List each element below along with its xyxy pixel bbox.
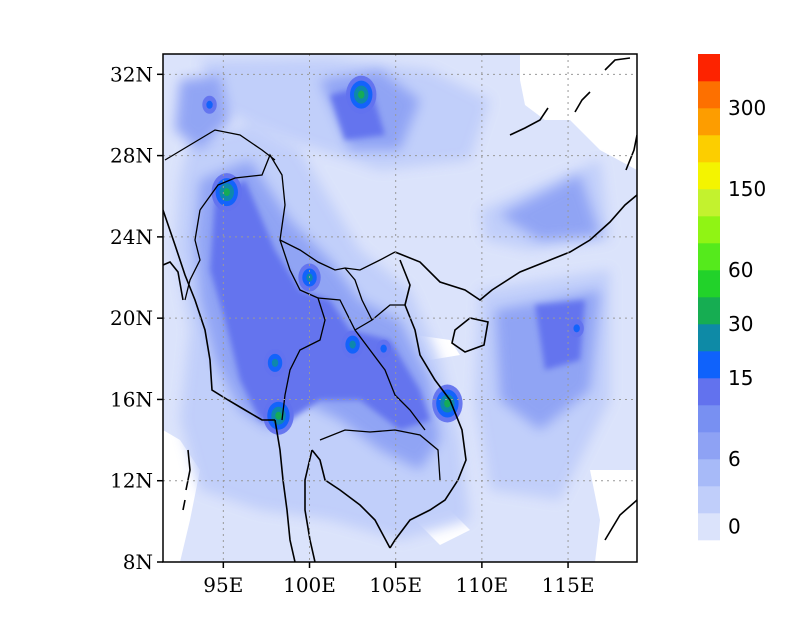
precip-hotspot <box>341 330 364 359</box>
colorbar-swatch <box>698 405 720 433</box>
colorbar-label: 60 <box>728 258 753 282</box>
lat-tick-label: 8N <box>123 550 153 574</box>
colorbar-swatch <box>698 108 720 136</box>
colorbar-swatch <box>698 189 720 217</box>
precip-hotspot <box>432 384 463 423</box>
colorbar-swatch <box>698 432 720 460</box>
colorbar-swatch <box>698 378 720 406</box>
lon-tick-label: 95E <box>203 573 243 597</box>
no-data-area <box>590 470 637 562</box>
colorbar-swatch <box>698 162 720 190</box>
precip-hotspot <box>263 348 287 377</box>
lat-tick-label: 28N <box>110 144 153 168</box>
colorbar-swatch <box>698 135 720 163</box>
colorbar-swatch <box>698 513 720 541</box>
graticule <box>163 54 637 562</box>
no-data-area <box>163 430 200 562</box>
precip-hotspot <box>346 75 377 114</box>
lat-tick-label: 20N <box>110 306 153 330</box>
colorbar-label: 0 <box>728 515 741 539</box>
lon-tick-label: 110E <box>455 573 508 597</box>
colorbar-swatch <box>698 324 720 352</box>
colorbar-label: 30 <box>728 312 753 336</box>
colorbar-swatch <box>698 81 720 109</box>
lat-tick-label: 24N <box>110 225 153 249</box>
colorbar-label: 300 <box>728 96 766 120</box>
lon-tick-label: 105E <box>369 573 422 597</box>
no-data-area <box>520 54 637 170</box>
lat-tick-label: 32N <box>110 62 153 86</box>
colorbar-swatch <box>698 486 720 514</box>
country-borders <box>164 129 441 481</box>
longitude-axis: 95E 100E 105E 110E 115E <box>203 562 594 597</box>
colorbar-swatch <box>698 243 720 271</box>
lon-tick-label: 115E <box>542 573 595 597</box>
lon-tick-label: 100E <box>283 573 336 597</box>
colorbar: 0 6 15 30 60 150 300 <box>698 54 766 541</box>
precip-hotspot <box>376 339 391 358</box>
precip-hotspot <box>263 396 294 435</box>
hotspot-layer <box>202 75 584 435</box>
map-frame <box>162 53 638 563</box>
colorbar-swatch <box>698 270 720 298</box>
precip-hotspot <box>211 173 242 212</box>
map-plot-area <box>162 53 638 563</box>
colorbar-swatch <box>698 297 720 325</box>
colorbar-swatch <box>698 216 720 244</box>
lat-tick-label: 12N <box>110 469 153 493</box>
colorbar-swatch <box>698 351 720 379</box>
colorbar-label: 6 <box>728 447 741 471</box>
colorbar-label: 15 <box>728 366 753 390</box>
contour-field <box>163 54 637 562</box>
lat-tick-label: 16N <box>110 387 153 411</box>
colorbar-swatch <box>698 54 720 82</box>
colorbar-swatch <box>698 459 720 487</box>
latitude-axis: 8N 12N 16N 20N 24N 28N 32N <box>110 62 163 574</box>
colorbar-label: 150 <box>728 177 766 201</box>
precip-hotspot <box>569 319 584 338</box>
precip-hotspot <box>202 95 217 114</box>
